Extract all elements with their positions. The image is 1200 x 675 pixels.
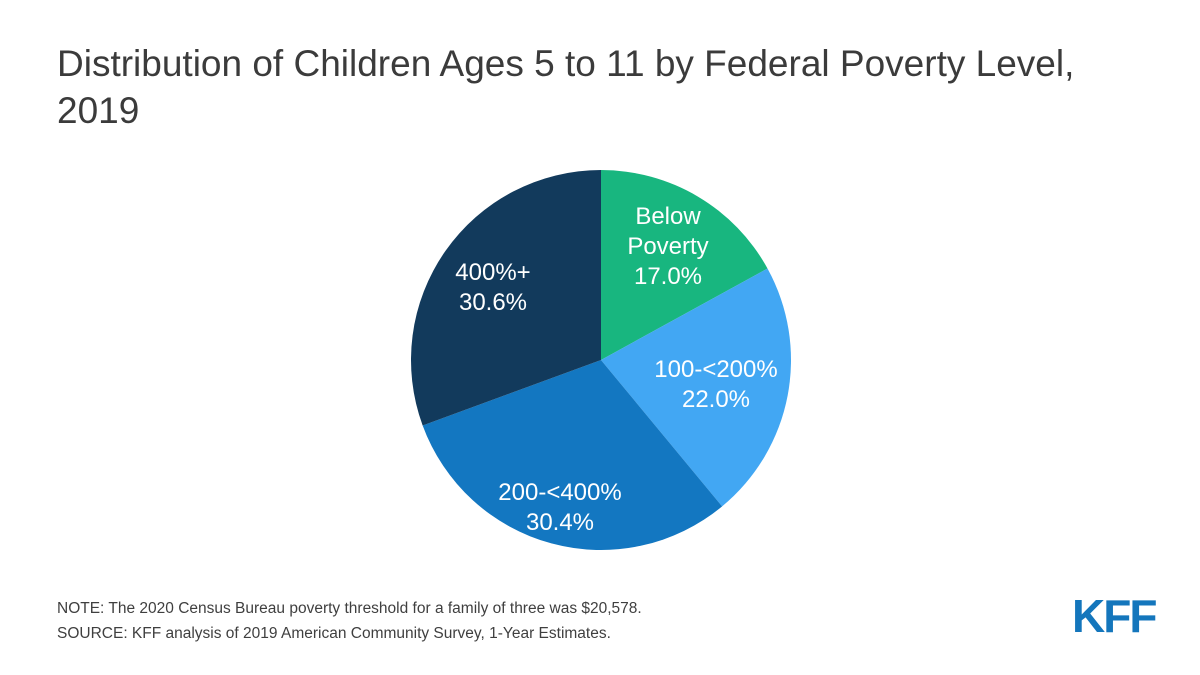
pie-slice-100-200 [601, 268, 792, 507]
pie-slice-label-below-poverty: Below Poverty 17.0% [627, 203, 709, 290]
pie-slice-400 [411, 170, 601, 426]
pie-slice-200-400 [422, 360, 723, 551]
pie-slice-below-poverty [601, 170, 768, 360]
source-text: SOURCE: KFF analysis of 2019 American Co… [57, 625, 611, 642]
pie-slice-label-200-400: 200-<400% 30.4% [498, 479, 622, 536]
kff-logo: KFF [1072, 590, 1157, 642]
footer-notes: NOTE: The 2020 Census Bureau poverty thr… [57, 596, 642, 646]
pie-slice-label-400: 400%+ 30.6% [455, 259, 531, 316]
pie-slice-label-100-200: 100-<200% 22.0% [654, 356, 778, 413]
chart-title: Distribution of Children Ages 5 to 11 by… [57, 43, 1075, 131]
note-text: NOTE: The 2020 Census Bureau poverty thr… [57, 600, 642, 617]
